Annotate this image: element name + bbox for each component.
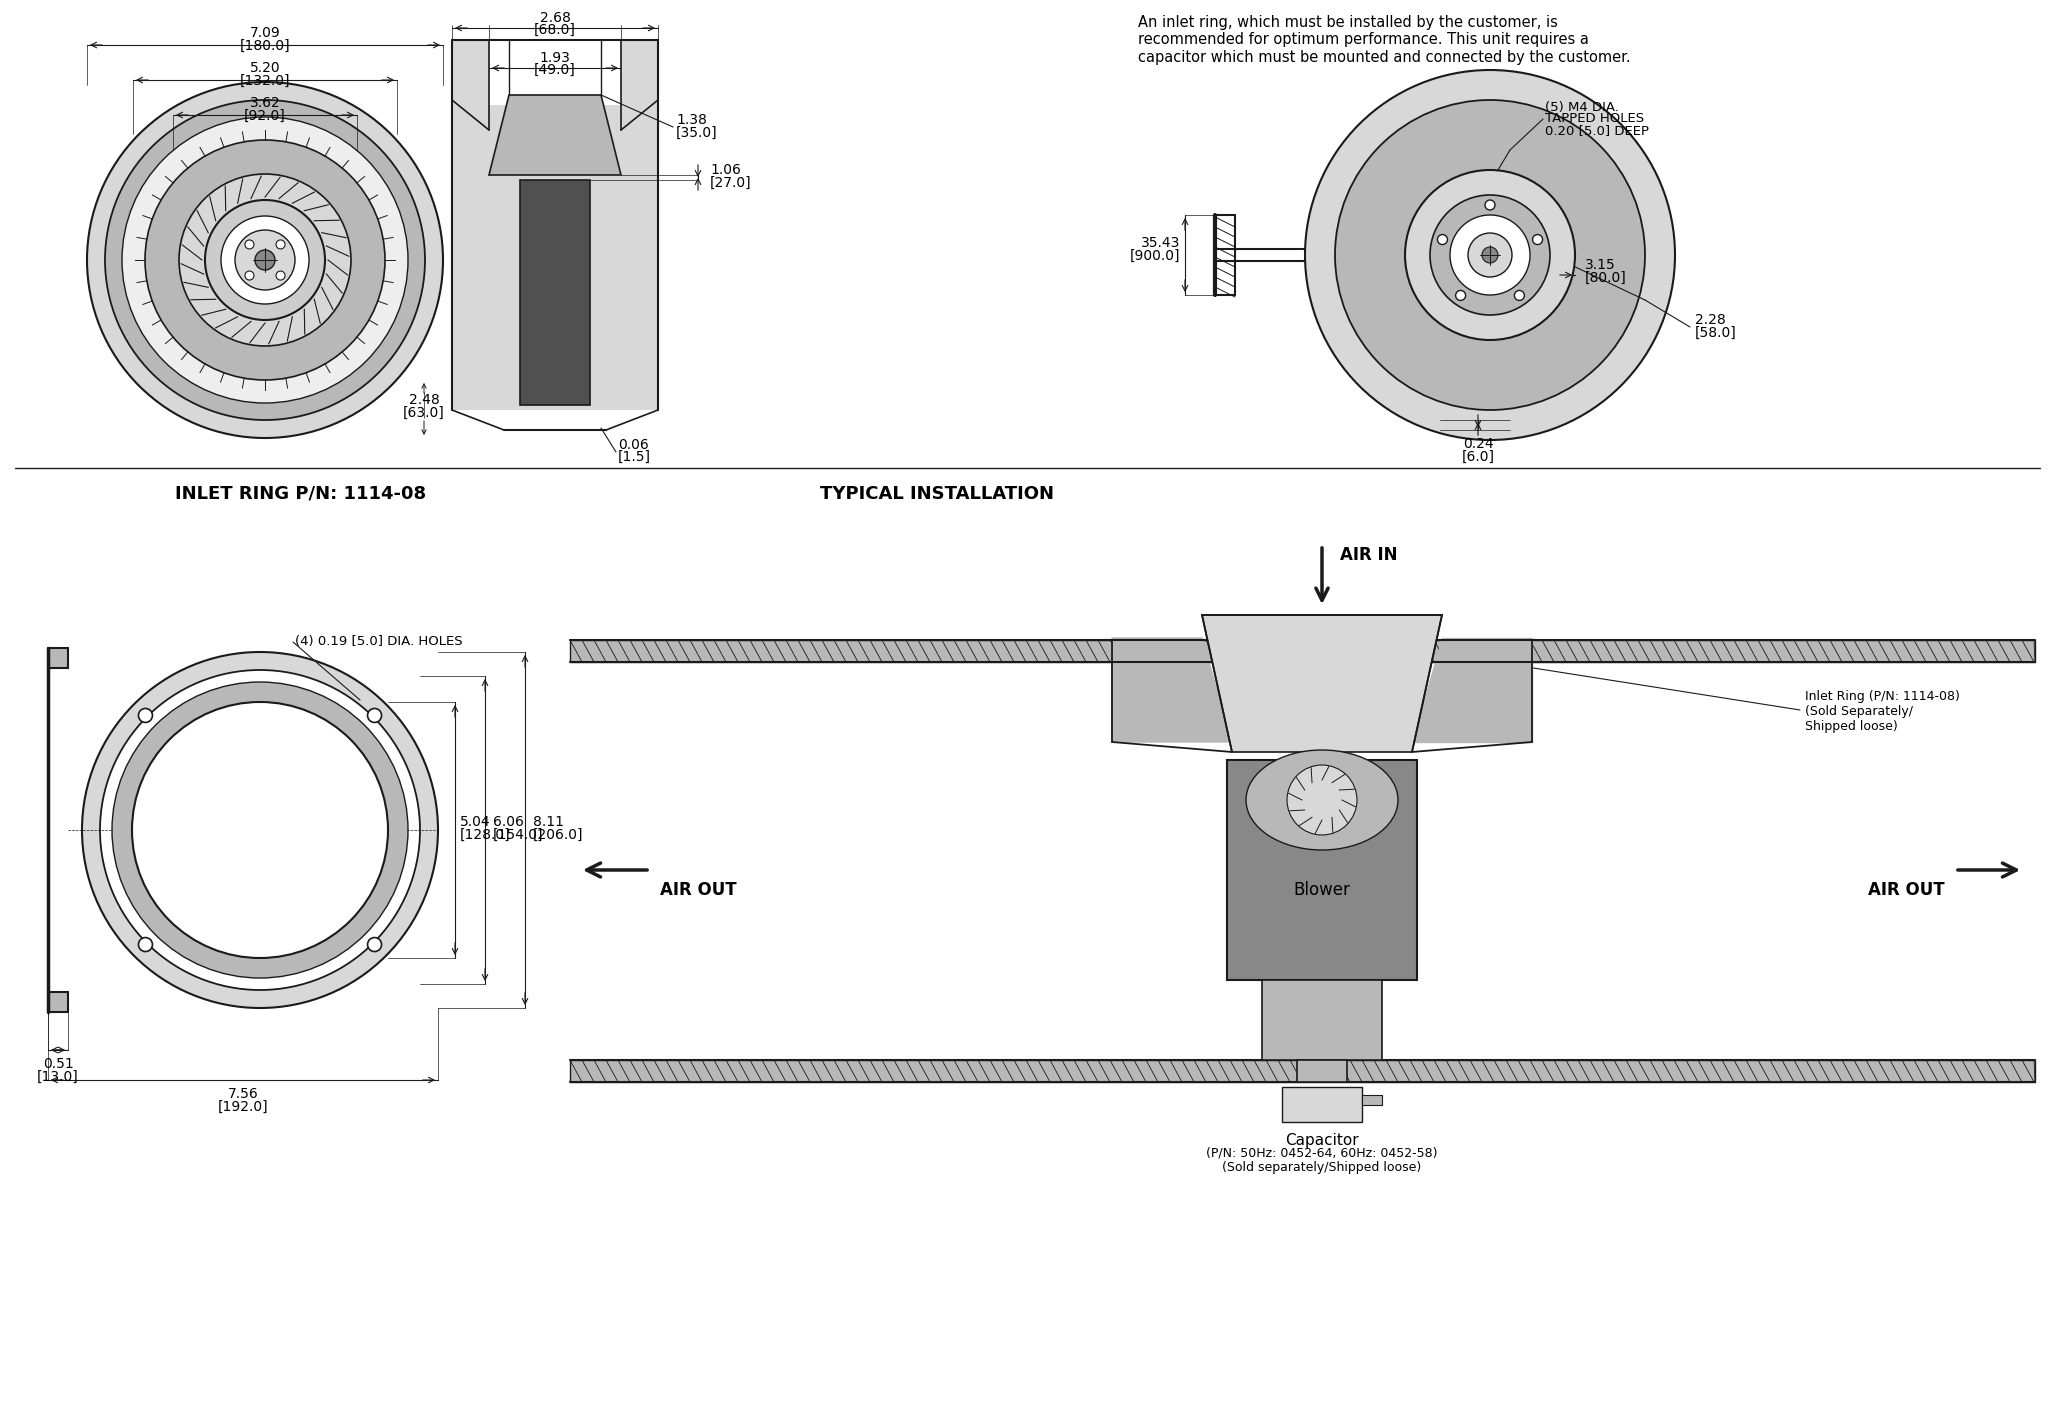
Text: Inlet Ring (P/N: 1114-08)
(Sold Separately/
Shipped loose): Inlet Ring (P/N: 1114-08) (Sold Separate… — [1804, 690, 1960, 734]
Bar — [1262, 981, 1382, 1060]
Circle shape — [246, 271, 254, 280]
Text: [900.0]: [900.0] — [1130, 248, 1180, 263]
Circle shape — [1438, 234, 1448, 244]
Circle shape — [1483, 247, 1497, 263]
Text: 0.20 [5.0] DEEP: 0.20 [5.0] DEEP — [1544, 125, 1649, 138]
Text: [68.0]: [68.0] — [535, 23, 575, 37]
Text: INLET RING P/N: 1114-08: INLET RING P/N: 1114-08 — [174, 485, 426, 502]
Circle shape — [205, 200, 326, 321]
Polygon shape — [1202, 614, 1442, 752]
Text: TAPPED HOLES: TAPPED HOLES — [1544, 112, 1645, 125]
Polygon shape — [47, 992, 68, 1012]
Circle shape — [367, 708, 381, 722]
Circle shape — [123, 116, 408, 403]
Text: 2.68: 2.68 — [539, 11, 571, 26]
Text: 0.06: 0.06 — [618, 438, 649, 453]
Text: (4) 0.19 [5.0] DIA. HOLES: (4) 0.19 [5.0] DIA. HOLES — [295, 636, 463, 648]
Text: 1.06: 1.06 — [711, 163, 741, 176]
Text: 3.62: 3.62 — [250, 96, 281, 111]
Circle shape — [145, 140, 385, 380]
Text: Blower: Blower — [1294, 881, 1350, 900]
Polygon shape — [453, 40, 657, 410]
Text: [206.0]: [206.0] — [532, 829, 584, 841]
Polygon shape — [1411, 639, 1532, 742]
Text: [49.0]: [49.0] — [535, 62, 575, 77]
Text: TYPICAL INSTALLATION: TYPICAL INSTALLATION — [819, 485, 1055, 502]
Text: An inlet ring, which must be installed by the customer, is
recommended for optim: An inlet ring, which must be installed b… — [1139, 16, 1630, 65]
Text: 7.56: 7.56 — [227, 1087, 258, 1101]
Text: (5) M4 DIA.: (5) M4 DIA. — [1544, 101, 1618, 114]
Circle shape — [1532, 234, 1542, 244]
Circle shape — [1305, 70, 1675, 440]
Text: 5.20: 5.20 — [250, 61, 281, 75]
Circle shape — [131, 702, 387, 958]
Text: [192.0]: [192.0] — [217, 1100, 268, 1114]
Circle shape — [178, 175, 350, 346]
Circle shape — [256, 250, 274, 270]
Text: [80.0]: [80.0] — [1585, 271, 1626, 285]
Polygon shape — [520, 180, 590, 404]
Text: [27.0]: [27.0] — [711, 176, 752, 190]
Circle shape — [104, 99, 426, 420]
Text: AIR OUT: AIR OUT — [1868, 881, 1946, 900]
Polygon shape — [489, 95, 621, 175]
Circle shape — [139, 708, 152, 722]
Text: 2.28: 2.28 — [1696, 314, 1726, 326]
Bar — [569, 640, 2036, 663]
Text: [132.0]: [132.0] — [240, 74, 291, 88]
Polygon shape — [47, 648, 68, 668]
Circle shape — [1450, 216, 1530, 295]
Bar — [1282, 1087, 1362, 1122]
Bar — [1227, 761, 1417, 981]
Circle shape — [1485, 200, 1495, 210]
Circle shape — [139, 938, 152, 952]
Text: [180.0]: [180.0] — [240, 38, 291, 53]
Circle shape — [1430, 194, 1550, 315]
Circle shape — [1335, 99, 1645, 410]
Circle shape — [86, 82, 442, 438]
Text: [1.5]: [1.5] — [618, 450, 651, 464]
Text: 8.11: 8.11 — [532, 815, 563, 829]
Polygon shape — [1112, 639, 1233, 742]
Ellipse shape — [1245, 751, 1399, 850]
Text: 1.93: 1.93 — [539, 51, 571, 65]
Circle shape — [276, 271, 285, 280]
Bar — [1362, 1095, 1382, 1105]
Text: [35.0]: [35.0] — [676, 126, 717, 140]
Text: [154.0]: [154.0] — [494, 829, 543, 841]
Circle shape — [1405, 170, 1575, 341]
Text: [58.0]: [58.0] — [1696, 326, 1737, 341]
Circle shape — [1456, 291, 1466, 301]
Circle shape — [113, 683, 408, 978]
Circle shape — [236, 230, 295, 289]
Circle shape — [221, 216, 309, 304]
Circle shape — [1286, 765, 1358, 834]
Text: 0.51: 0.51 — [43, 1057, 74, 1071]
Text: 5.04: 5.04 — [461, 815, 492, 829]
Text: 7.09: 7.09 — [250, 26, 281, 40]
Text: 1.38: 1.38 — [676, 114, 707, 126]
Text: AIR IN: AIR IN — [1339, 546, 1397, 563]
Circle shape — [100, 670, 420, 990]
Circle shape — [367, 938, 381, 952]
Text: [63.0]: [63.0] — [403, 406, 444, 420]
Text: 6.06: 6.06 — [494, 815, 524, 829]
Circle shape — [1468, 233, 1511, 277]
Text: [13.0]: [13.0] — [37, 1070, 80, 1084]
Text: 35.43: 35.43 — [1141, 236, 1180, 250]
Text: AIR OUT: AIR OUT — [659, 881, 737, 900]
Text: [128.0]: [128.0] — [461, 829, 510, 841]
Circle shape — [1513, 291, 1524, 301]
Circle shape — [276, 240, 285, 248]
Text: 0.24: 0.24 — [1462, 437, 1493, 451]
Text: (P/N: 50Hz: 0452-64, 60Hz: 0452-58)
(Sold separately/Shipped loose): (P/N: 50Hz: 0452-64, 60Hz: 0452-58) (Sol… — [1206, 1147, 1438, 1174]
Bar — [569, 1060, 2036, 1083]
Text: 3.15: 3.15 — [1585, 258, 1616, 272]
Text: 2.48: 2.48 — [410, 393, 440, 407]
Circle shape — [82, 651, 438, 1007]
Text: [92.0]: [92.0] — [244, 109, 287, 123]
Text: Capacitor: Capacitor — [1286, 1132, 1358, 1148]
Text: [6.0]: [6.0] — [1462, 450, 1495, 464]
Polygon shape — [489, 40, 621, 105]
Bar — [1296, 1060, 1348, 1083]
